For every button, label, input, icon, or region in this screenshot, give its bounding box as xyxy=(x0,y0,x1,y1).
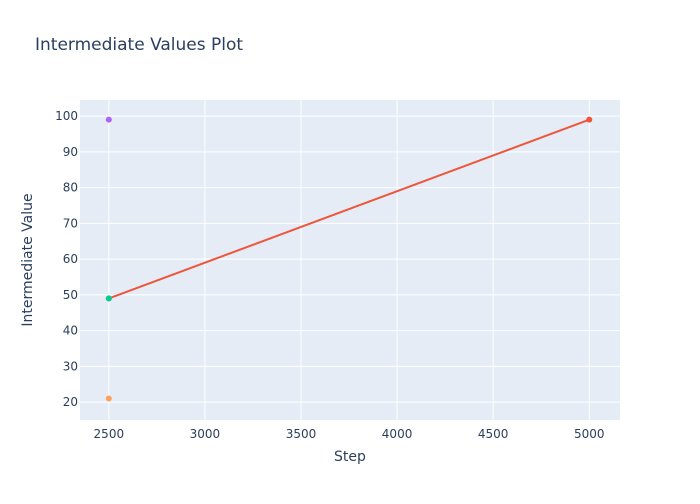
x-tick-label: 4000 xyxy=(382,427,413,441)
y-tick-label: 90 xyxy=(63,145,78,159)
y-tick-label: 100 xyxy=(55,109,78,123)
x-tick-label: 2500 xyxy=(94,427,125,441)
y-tick-label: 20 xyxy=(63,395,78,409)
x-tick-label: 3000 xyxy=(190,427,221,441)
y-tick-label: 40 xyxy=(63,324,78,338)
x-tick-label: 3500 xyxy=(286,427,317,441)
tick-labels: 2500 3000 3500 4000 4500 5000 20 30 40 50 60 70 80 90… xyxy=(55,109,604,441)
series-layer xyxy=(105,116,593,402)
data-point xyxy=(586,116,593,123)
x-tick-label: 5000 xyxy=(574,427,605,441)
x-tick-label: 4500 xyxy=(478,427,509,441)
plot-area xyxy=(80,100,620,420)
y-tick-label: 50 xyxy=(63,288,78,302)
data-point xyxy=(105,295,112,302)
grid-lines xyxy=(80,100,620,420)
x-axis-label: Step xyxy=(334,449,366,465)
chart-title: Intermediate Values Plot xyxy=(35,35,243,55)
y-tick-label: 30 xyxy=(63,359,78,373)
y-axis-label: Intermediate Value xyxy=(20,193,36,326)
data-point xyxy=(105,116,112,123)
y-tick-label: 60 xyxy=(63,252,78,266)
series-line xyxy=(108,118,590,300)
data-point xyxy=(105,395,112,402)
y-tick-label: 70 xyxy=(63,216,78,230)
y-tick-label: 80 xyxy=(63,181,78,195)
